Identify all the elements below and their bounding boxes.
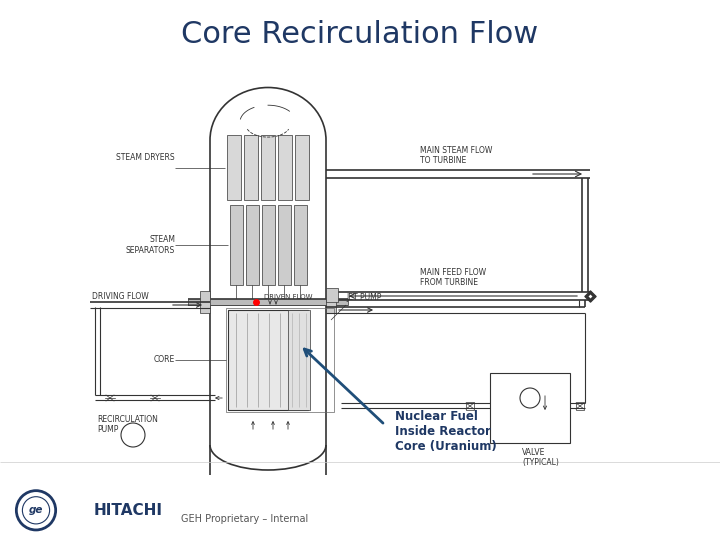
Text: VALVE
(TYPICAL): VALVE (TYPICAL) [522,448,559,468]
Text: ge: ge [29,505,43,515]
Bar [200,291,210,313]
Bar [261,135,275,200]
Text: STEAM DRYERS: STEAM DRYERS [117,153,175,162]
Bar [226,308,334,412]
Bar [188,299,348,305]
Bar [261,205,274,285]
Bar [227,135,241,200]
Bar [246,205,258,285]
Circle shape [17,491,55,530]
Bar [326,291,336,313]
Bar [326,288,338,302]
Text: DRIVEN FLOW: DRIVEN FLOW [264,294,312,300]
Bar [288,310,310,410]
Bar [295,135,309,200]
Text: Nuclear Fuel
Inside Reactor
Core (Uranium): Nuclear Fuel Inside Reactor Core (Uraniu… [395,410,497,453]
Bar [244,135,258,200]
Bar [228,310,308,410]
Bar [294,205,307,285]
Text: JET PUMP: JET PUMP [346,293,382,302]
Text: STEAM
SEPARATORS: STEAM SEPARATORS [126,235,175,255]
Bar [278,135,292,200]
Bar [230,205,243,285]
Bar [490,373,570,443]
Text: DRIVING FLOW: DRIVING FLOW [92,292,149,301]
Text: MAIN STEAM FLOW
TO TURBINE: MAIN STEAM FLOW TO TURBINE [420,146,492,165]
Text: CORE: CORE [154,355,175,364]
Text: RECIRCULATION
PUMP: RECIRCULATION PUMP [97,415,158,434]
Bar [277,205,290,285]
Text: MAIN FEED FLOW
FROM TURBINE: MAIN FEED FLOW FROM TURBINE [420,268,486,287]
Text: HITACHI: HITACHI [94,503,163,518]
Text: GEH Proprietary – Internal: GEH Proprietary – Internal [181,515,308,524]
Text: Core Recirculation Flow: Core Recirculation Flow [181,20,539,49]
